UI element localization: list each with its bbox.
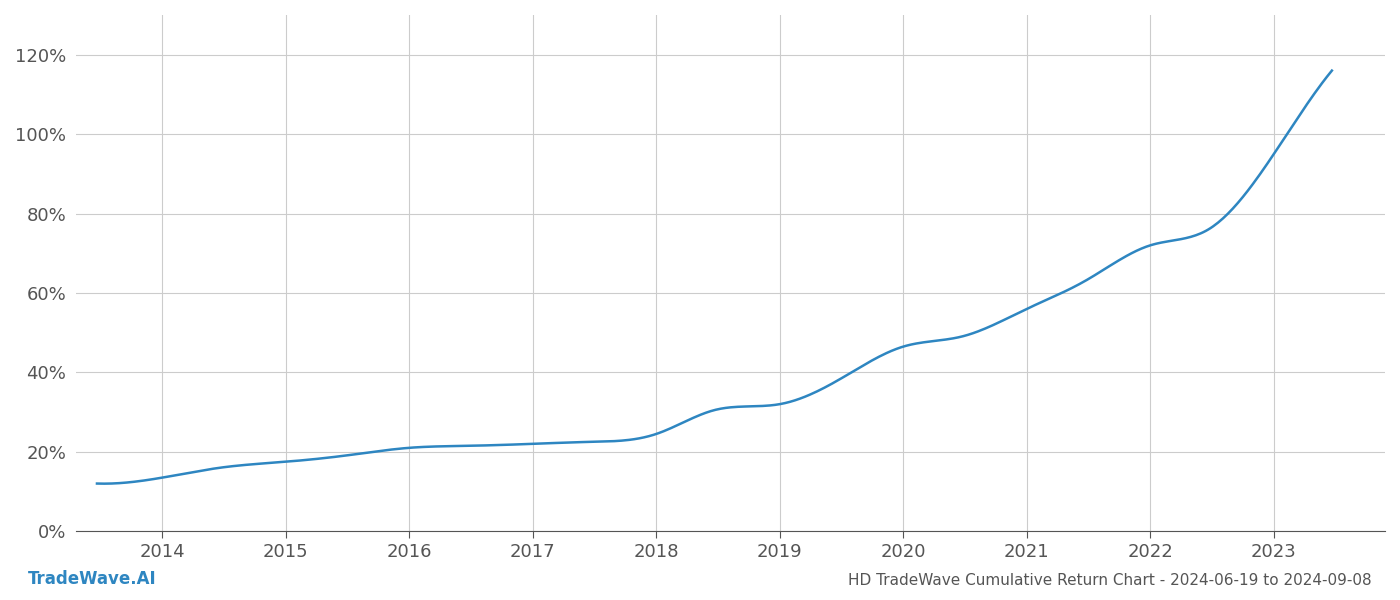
Text: HD TradeWave Cumulative Return Chart - 2024-06-19 to 2024-09-08: HD TradeWave Cumulative Return Chart - 2…: [848, 573, 1372, 588]
Text: TradeWave.AI: TradeWave.AI: [28, 570, 157, 588]
